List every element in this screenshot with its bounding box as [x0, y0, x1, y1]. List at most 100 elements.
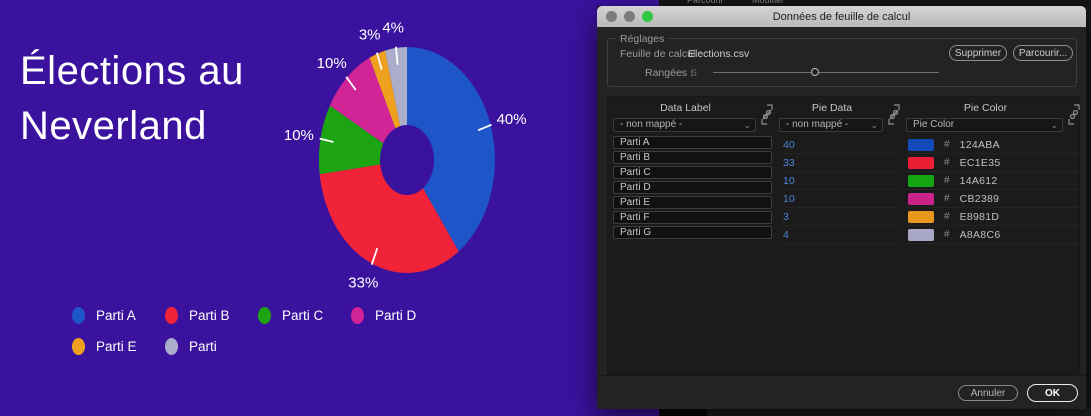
- background-app-bottom-sliver: [597, 409, 1091, 416]
- clipped-menu-item: Parcourir: [687, 0, 724, 5]
- pie-percent-label: 10%: [284, 127, 314, 144]
- pie-data-cell[interactable]: 40: [779, 136, 899, 154]
- rows-slider[interactable]: [713, 68, 939, 76]
- color-hex-value: 14A612: [959, 174, 998, 187]
- sheet-file-value: Elections.csv: [688, 48, 750, 60]
- chevron-down-icon: ⌄: [870, 120, 878, 130]
- pie-slice: [329, 57, 407, 160]
- traffic-light-button[interactable]: [606, 11, 617, 22]
- hash-sign: #: [944, 211, 950, 222]
- pie-color-mapping-dropdown[interactable]: Pie Color ⌄: [906, 118, 1063, 132]
- pie-color-row[interactable]: #14A612: [906, 172, 1079, 190]
- pie-percent-label: 3%: [359, 27, 381, 44]
- color-swatch[interactable]: [908, 138, 934, 151]
- data-label-input[interactable]: Parti B: [613, 151, 772, 164]
- pie-color-row[interactable]: # EC1E35: [906, 154, 1079, 172]
- ok-button[interactable]: OK: [1027, 384, 1078, 402]
- donut-hole: [380, 125, 434, 195]
- pie-data-cell[interactable]: 10: [779, 190, 899, 208]
- sheet-file-label: Feuille de calcul :: [620, 48, 702, 60]
- data-label-input[interactable]: Parti G: [613, 226, 772, 239]
- dialog-titlebar[interactable]: Données de feuille de calcul: [597, 6, 1086, 27]
- legend-item: Parti E: [72, 331, 165, 362]
- hash-sign: #: [944, 229, 950, 240]
- traffic-light-button[interactable]: [624, 11, 635, 22]
- column-pie-data: Pie Data - non mappé - ⌄ 40 33 10 10 3 4: [779, 101, 901, 370]
- pie-data-cell[interactable]: 4: [779, 226, 899, 244]
- data-label-input[interactable]: Parti C: [613, 166, 772, 179]
- pie-color-row[interactable]: # CB2389: [906, 190, 1079, 208]
- mapping-link-icon[interactable]: [887, 103, 901, 127]
- color-swatch[interactable]: [908, 156, 934, 169]
- pie-tick: [395, 46, 399, 65]
- chart-legend: Parti A Parti B Parti C Parti D Parti E Parti: [72, 300, 522, 362]
- pie-percent-label: 10%: [317, 55, 347, 72]
- data-label-input[interactable]: Parti D: [613, 181, 772, 194]
- color-swatch[interactable]: [908, 210, 934, 223]
- pie-tick: [345, 76, 357, 91]
- dropdown-value: Pie Color: [913, 119, 955, 130]
- chevron-down-icon: ⌄: [1050, 120, 1058, 130]
- traffic-lights: [606, 11, 653, 22]
- color-hex-value: A8A8C6: [959, 228, 1001, 241]
- traffic-light-button[interactable]: [642, 11, 653, 22]
- pie-tick: [370, 247, 379, 265]
- background-slide-edge: [597, 409, 659, 416]
- pie-color-row[interactable]: # A8A8C6: [906, 226, 1079, 244]
- legend-item: Parti: [165, 331, 258, 362]
- pie-tick: [477, 123, 492, 132]
- mapping-table: Data Label - non mappé - ⌄ Parti A Parti …: [607, 96, 1080, 375]
- color-swatch[interactable]: [908, 228, 934, 241]
- background-slide-edge: [597, 0, 659, 6]
- data-label-input[interactable]: Parti F: [613, 211, 772, 224]
- legend-swatch: [165, 338, 178, 355]
- pie-percent-label: 4%: [382, 20, 404, 37]
- color-hex-value: 124ABA: [959, 138, 1000, 151]
- delete-button[interactable]: Supprimer: [949, 45, 1007, 61]
- legend-label: Parti: [189, 339, 217, 354]
- data-label-input[interactable]: Parti E: [613, 196, 772, 209]
- settings-group-label: Réglages: [616, 33, 669, 45]
- rows-label: Rangées :: [645, 67, 693, 79]
- dropdown-value: - non mappé -: [620, 119, 683, 130]
- pie-color-row[interactable]: #124ABA: [906, 136, 1079, 154]
- cancel-button[interactable]: Annuler: [958, 385, 1018, 401]
- slide-canvas: Élections au Neverland 40% 33% 10% 10% 3% 4% …: [0, 0, 597, 416]
- pie-color-row[interactable]: # E8981D: [906, 208, 1079, 226]
- dialog-footer: Annuler OK: [597, 375, 1086, 409]
- rows-slider-knob[interactable]: [810, 68, 819, 76]
- legend-swatch: [351, 307, 364, 324]
- pie-percent-label: 40%: [497, 111, 527, 128]
- donut-chart: 40% 33% 10% 10% 3% 4%: [282, 10, 532, 302]
- mapping-link-icon[interactable]: [1067, 103, 1081, 127]
- rows-slider-track[interactable]: [713, 72, 939, 73]
- hash-sign: #: [944, 157, 950, 168]
- legend-label: Parti C: [282, 308, 324, 323]
- legend-label: Parti B: [189, 308, 230, 323]
- legend-label: Parti E: [96, 339, 137, 354]
- column-pie-color: Pie Color Pie Color ⌄ #124ABA # EC1E35 #14A…: [906, 101, 1081, 370]
- data-label-input[interactable]: Parti A: [613, 136, 772, 149]
- color-swatch[interactable]: [908, 192, 934, 205]
- mapping-link-icon[interactable]: [760, 103, 774, 127]
- pie-data-cell[interactable]: 10: [779, 172, 899, 190]
- color-swatch[interactable]: [908, 174, 934, 187]
- settings-group: Réglages Feuille de calcul : Elections.c…: [607, 33, 1077, 87]
- legend-swatch: [72, 338, 85, 355]
- hash-sign: #: [944, 193, 950, 204]
- pie-data-mapping-dropdown[interactable]: - non mappé - ⌄: [779, 118, 883, 132]
- background-app-top-sliver: Parcourir Modifier: [597, 0, 1091, 6]
- legend-item: Parti D: [351, 300, 444, 331]
- pie-tick: [376, 52, 383, 70]
- pie-data-cell[interactable]: 33: [779, 154, 899, 172]
- pie-data-cell[interactable]: 3: [779, 208, 899, 226]
- hash-sign: #: [944, 175, 950, 186]
- color-hex-value: EC1E35: [959, 156, 1001, 169]
- data-label-mapping-dropdown[interactable]: - non mappé - ⌄: [613, 118, 756, 132]
- hash-sign: #: [944, 139, 950, 150]
- browse-button[interactable]: Parcourir...: [1013, 45, 1073, 61]
- legend-swatch: [72, 307, 85, 324]
- data-label-rows: Parti A Parti B Parti C Parti D Parti E Parti…: [613, 136, 772, 239]
- pie-slice: [407, 47, 495, 252]
